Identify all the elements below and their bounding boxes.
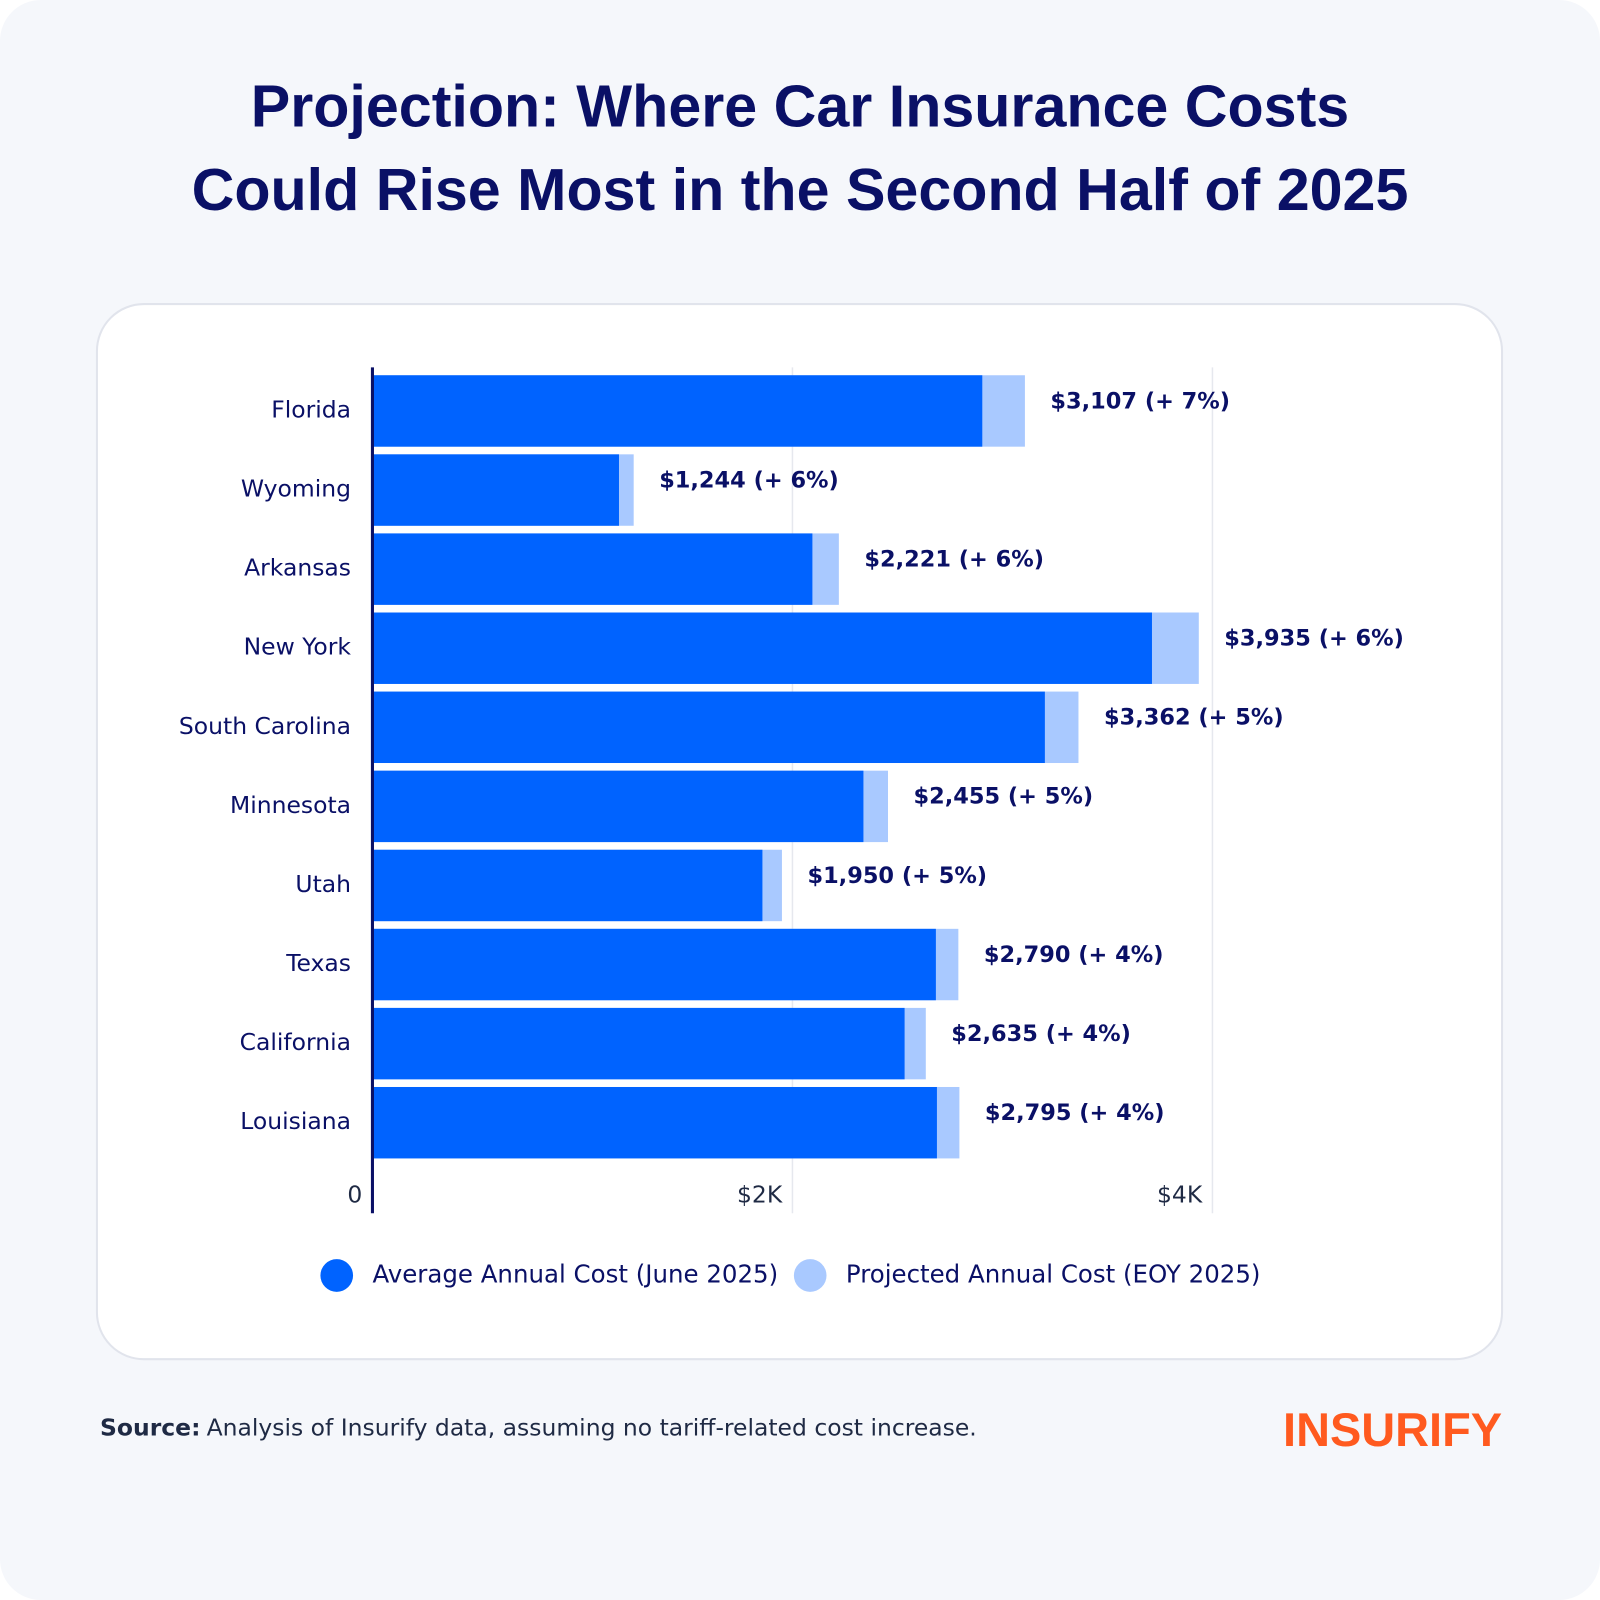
y-tick-label: Louisiana (240, 1107, 351, 1135)
brand-logo: INSURIFY (1283, 1404, 1502, 1456)
data-label: $3,935 (+ 6%) (1224, 626, 1404, 652)
x-tick-label: $4K (1157, 1180, 1203, 1208)
y-tick-label: Texas (285, 949, 351, 977)
legend-swatch (793, 1259, 827, 1292)
y-tick-label: Florida (271, 395, 351, 423)
y-tick-label: South Carolina (179, 712, 351, 740)
bar (372, 375, 983, 447)
source: Source: Analysis of Insurify data, assumi… (100, 1413, 977, 1441)
y-tick-label: Wyoming (241, 475, 351, 503)
x-tick-label: 0 (347, 1180, 362, 1208)
data-label: $2,795 (+ 4%) (985, 1100, 1165, 1126)
legend-label: Average Annual Cost (June 2025) (372, 1260, 778, 1289)
bar (372, 612, 1152, 684)
bar (372, 691, 1045, 764)
chart-title: Projection: Where Car Insurance Costs Co… (191, 73, 1409, 224)
bar (372, 770, 864, 843)
data-label: $3,107 (+ 7%) (1050, 388, 1230, 414)
y-tick-label: Arkansas (244, 554, 351, 582)
plot: 0 $2K $4K $3,107 (+ 7%) $1,244 (+ 6%) $2,221 … (179, 367, 1404, 1292)
source-label: Source: (100, 1413, 200, 1441)
legend-swatch (320, 1259, 354, 1292)
legend-label: Projected Annual Cost (EOY 2025) (846, 1260, 1261, 1289)
y-tick-label: Utah (295, 870, 351, 898)
source-text: Analysis of Insurify data, assuming no t… (207, 1413, 977, 1441)
data-label: $3,362 (+ 5%) (1104, 705, 1284, 731)
data-label: $2,455 (+ 5%) (914, 784, 1094, 810)
data-label: $2,635 (+ 4%) (951, 1021, 1131, 1047)
bar (372, 454, 619, 526)
bar (372, 1086, 937, 1159)
data-label: $2,790 (+ 4%) (984, 942, 1164, 968)
y-tick-label: New York (244, 633, 352, 661)
bar (372, 928, 936, 1001)
title-box: Projection: Where Car Insurance Costs Co… (191, 73, 1409, 224)
data-label: $1,244 (+ 6%) (659, 467, 839, 493)
bar (372, 533, 813, 605)
x-tick-label: $2K (737, 1180, 783, 1208)
bar (372, 1007, 905, 1080)
y-tick-label: Minnesota (230, 791, 351, 819)
y-tick-label: California (240, 1028, 351, 1056)
data-label: $2,221 (+ 6%) (864, 546, 1044, 572)
data-label: $1,950 (+ 5%) (807, 863, 987, 889)
bar (372, 849, 763, 922)
